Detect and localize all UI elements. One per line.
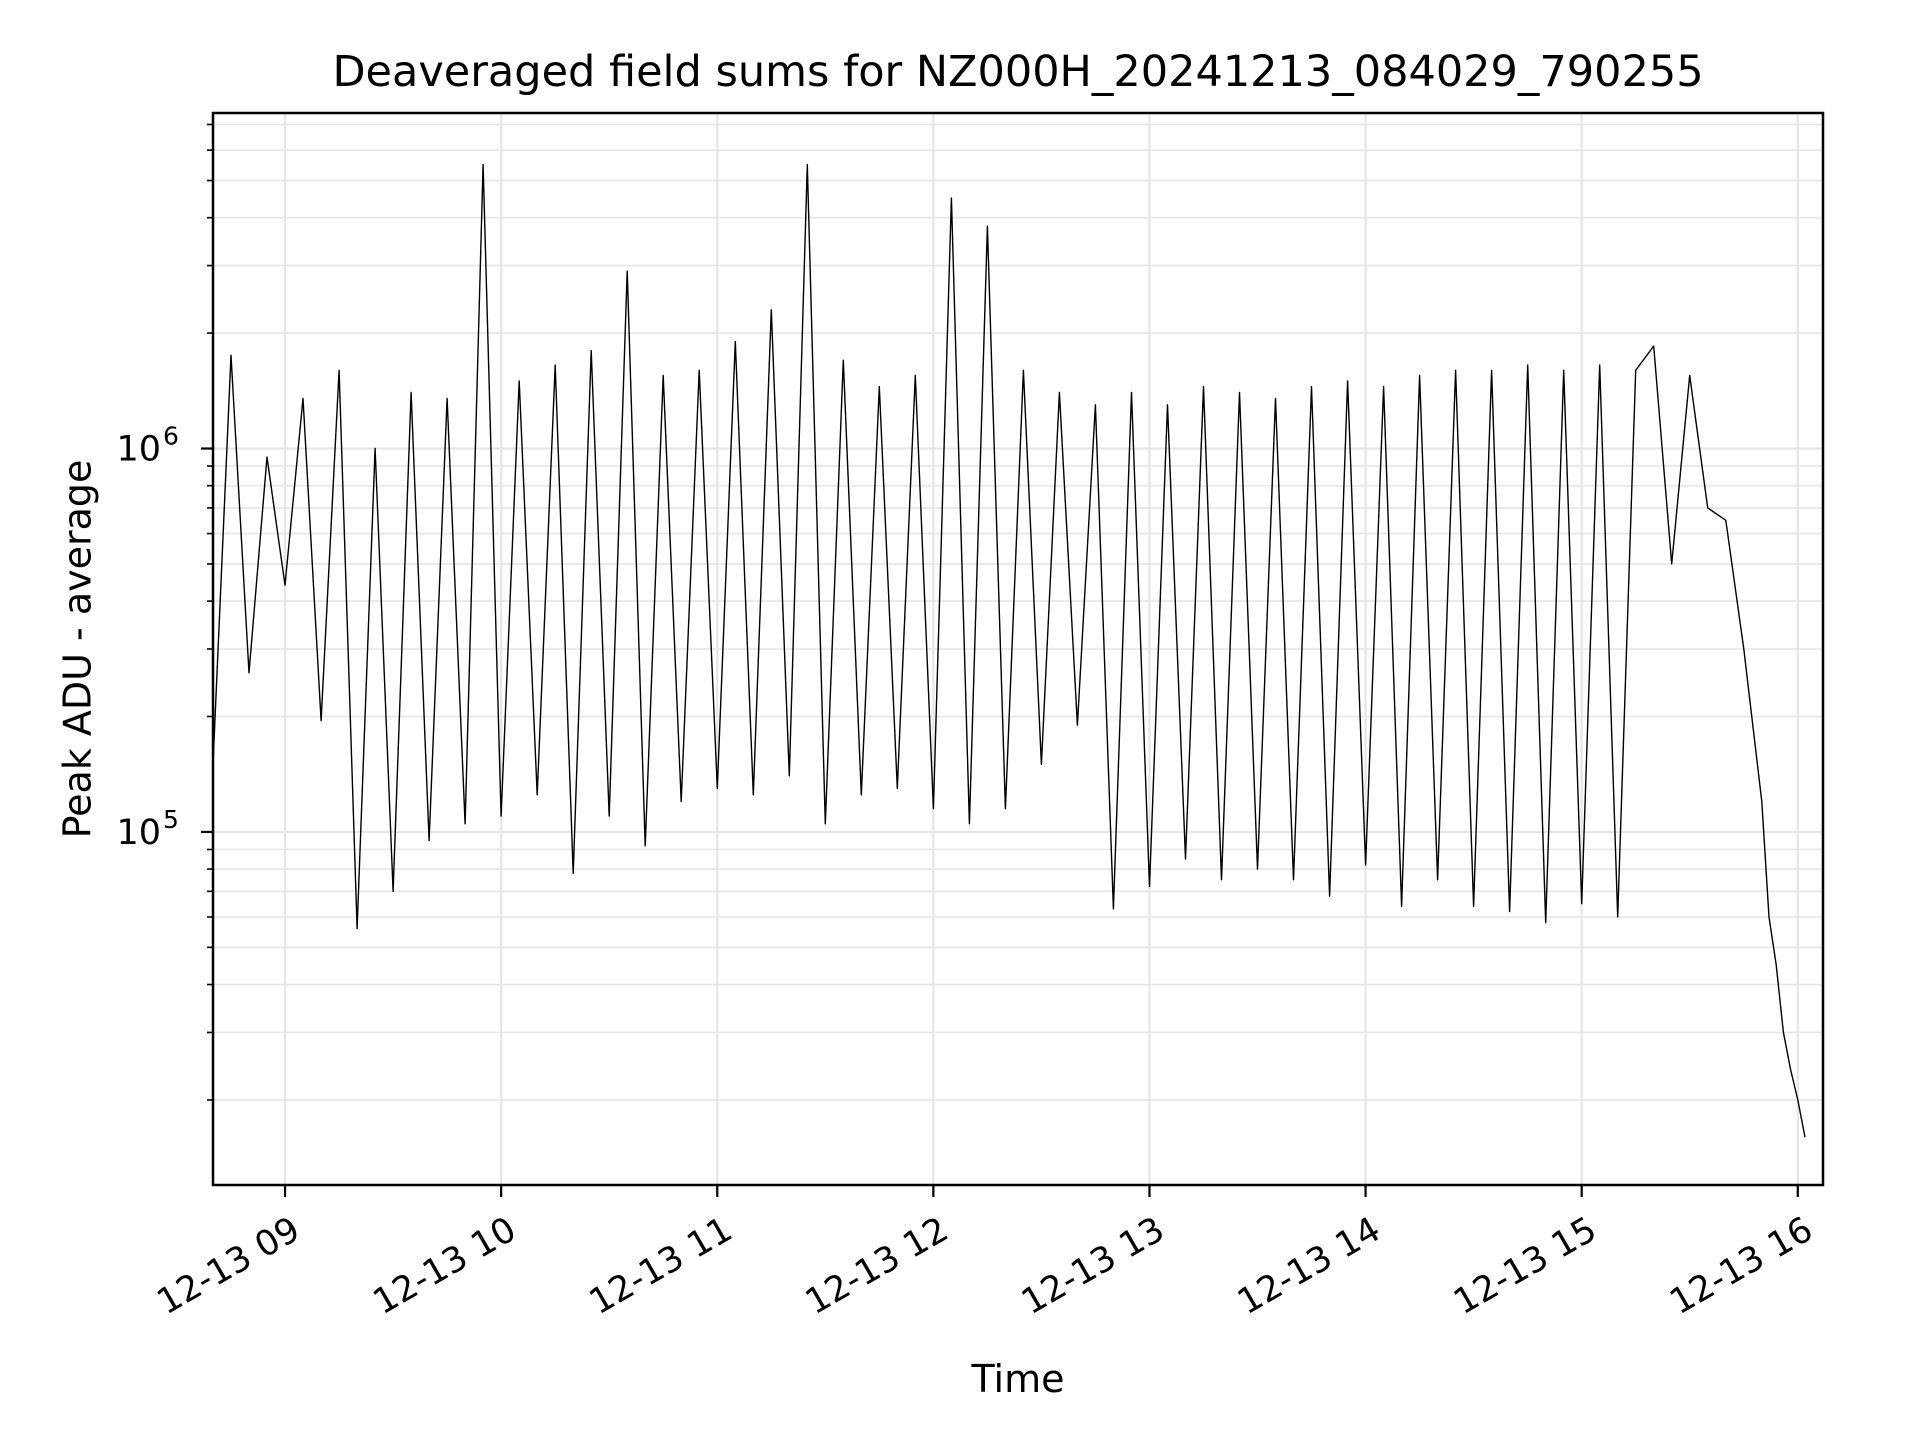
y-axis-label: Peak ADU - average [56, 460, 100, 839]
x-tick-label: 12-13 09 [151, 1210, 307, 1323]
y-tick-label-base: 10 [116, 430, 161, 470]
x-tick-label: 12-13 16 [1663, 1210, 1819, 1323]
y-tick-label-base: 10 [116, 813, 161, 853]
x-tick-label: 12-13 14 [1231, 1210, 1387, 1323]
x-axis-label: Time [971, 1357, 1065, 1401]
y-tick-label-exponent: 6 [163, 422, 179, 451]
x-tick-label: 12-13 15 [1447, 1210, 1603, 1323]
axis-ticks: 10 510 612-13 09 12-13 10 12-13 11 12-13 12 12… [116, 123, 1820, 1323]
x-tick-label: 12-13 13 [1015, 1210, 1171, 1323]
x-tick-label: 12-13 10 [367, 1210, 523, 1323]
y-tick-label: 10 5 [116, 805, 178, 853]
x-tick-label: 12-13 11 [583, 1210, 739, 1323]
grid-lines [213, 113, 1823, 1185]
x-tick-label: 12-13 12 [799, 1210, 955, 1323]
chart-title: Deaveraged field sums for NZ000H_2024121… [332, 47, 1703, 97]
y-tick-label-exponent: 5 [163, 805, 179, 834]
series-line [212, 163, 1806, 1138]
y-tick-label: 10 6 [116, 422, 178, 470]
